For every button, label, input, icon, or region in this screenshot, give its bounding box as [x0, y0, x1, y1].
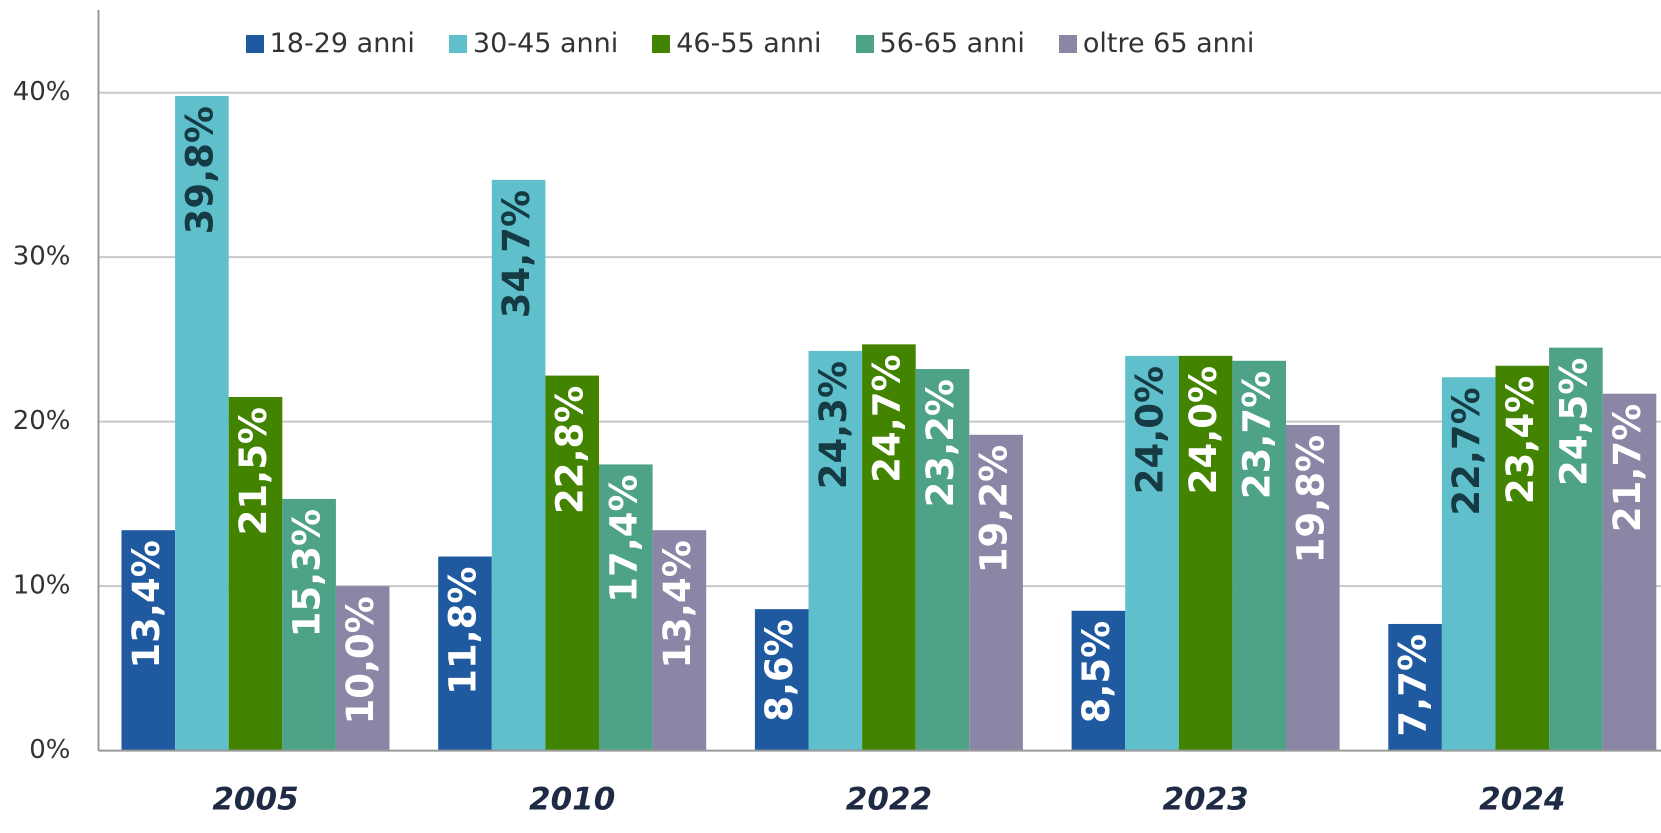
y-tick-label: 10% — [13, 571, 71, 601]
bar — [545, 375, 599, 751]
value-label: 13,4% — [656, 540, 699, 668]
value-label: 15,3% — [286, 509, 329, 637]
bar — [438, 556, 492, 751]
value-label: 24,0% — [1129, 366, 1172, 494]
bar — [652, 530, 707, 751]
y-tick-label: 40% — [13, 77, 71, 107]
value-label: 19,2% — [973, 445, 1016, 573]
y-tick-label: 30% — [13, 242, 71, 272]
value-label: 8,5% — [1075, 621, 1118, 724]
legend-item: 56-65 anni — [855, 28, 1025, 59]
bar — [228, 396, 283, 751]
legend-label: 46-55 anni — [676, 28, 822, 59]
bar — [282, 498, 336, 751]
value-label: 34,7% — [495, 190, 538, 318]
legend-item: 30-45 anni — [448, 28, 619, 59]
value-label: 11,8% — [442, 567, 485, 695]
value-label: 21,5% — [232, 407, 275, 535]
value-label: 22,7% — [1445, 387, 1488, 515]
bar — [1232, 360, 1286, 751]
value-label: 23,7% — [1236, 371, 1279, 499]
x-tick-label: 2022 — [846, 782, 932, 818]
value-label: 8,6% — [758, 619, 801, 722]
legend-item: oltre 65 anni — [1058, 28, 1255, 59]
legend-swatch — [1058, 34, 1077, 53]
legend-swatch — [448, 34, 467, 53]
value-label: 24,7% — [865, 354, 908, 482]
bar — [969, 434, 1023, 751]
legend: 18-29 anni 30-45 anni 46-55 anni 56-65 anni… — [0, 28, 1500, 59]
bar — [1602, 393, 1657, 751]
value-label: 23,2% — [919, 379, 962, 507]
value-label: 23,4% — [1499, 376, 1542, 504]
value-label: 13,4% — [125, 540, 168, 668]
bar — [1549, 347, 1603, 751]
value-label: 19,8% — [1289, 435, 1332, 563]
bar — [1071, 610, 1126, 751]
x-tick-label: 2005 — [212, 782, 298, 818]
value-label: 24,5% — [1552, 358, 1595, 486]
value-label: 22,8% — [549, 386, 592, 514]
bar — [1286, 424, 1340, 751]
legend-label: 56-65 anni — [879, 28, 1025, 59]
legend-swatch — [855, 34, 874, 53]
legend-label: 30-45 anni — [472, 28, 619, 59]
value-label: 7,7% — [1392, 634, 1435, 737]
bar — [335, 586, 390, 751]
value-label: 39,8% — [178, 106, 221, 234]
value-label: 10,0% — [339, 596, 382, 724]
bar — [1495, 365, 1550, 751]
bar — [1125, 355, 1179, 751]
bar — [599, 464, 653, 751]
legend-item: 18-29 anni — [245, 28, 415, 59]
value-label: 21,7% — [1606, 404, 1649, 532]
x-tick-label: 2023 — [1162, 782, 1248, 818]
bar — [1441, 377, 1496, 751]
x-tick-label: 2010 — [529, 782, 615, 818]
x-tick-label: 2024 — [1479, 782, 1565, 818]
y-tick-label: 20% — [13, 406, 71, 436]
legend-swatch — [245, 34, 264, 53]
legend-item: 46-55 anni — [652, 28, 822, 59]
legend-swatch — [652, 34, 671, 53]
y-tick-label: 0% — [29, 735, 70, 765]
bar — [1178, 355, 1233, 751]
bar — [175, 95, 229, 751]
bar — [915, 369, 970, 751]
value-label: 17,4% — [602, 474, 645, 602]
value-label: 24,0% — [1182, 366, 1225, 494]
legend-label: oltre 65 anni — [1082, 28, 1255, 59]
bar — [1388, 623, 1442, 751]
bar — [862, 344, 916, 751]
bar — [808, 350, 863, 751]
bar — [121, 530, 176, 751]
value-label: 24,3% — [812, 361, 855, 489]
legend-label: 18-29 anni — [269, 28, 415, 59]
bar — [754, 609, 809, 751]
bar — [491, 179, 546, 751]
